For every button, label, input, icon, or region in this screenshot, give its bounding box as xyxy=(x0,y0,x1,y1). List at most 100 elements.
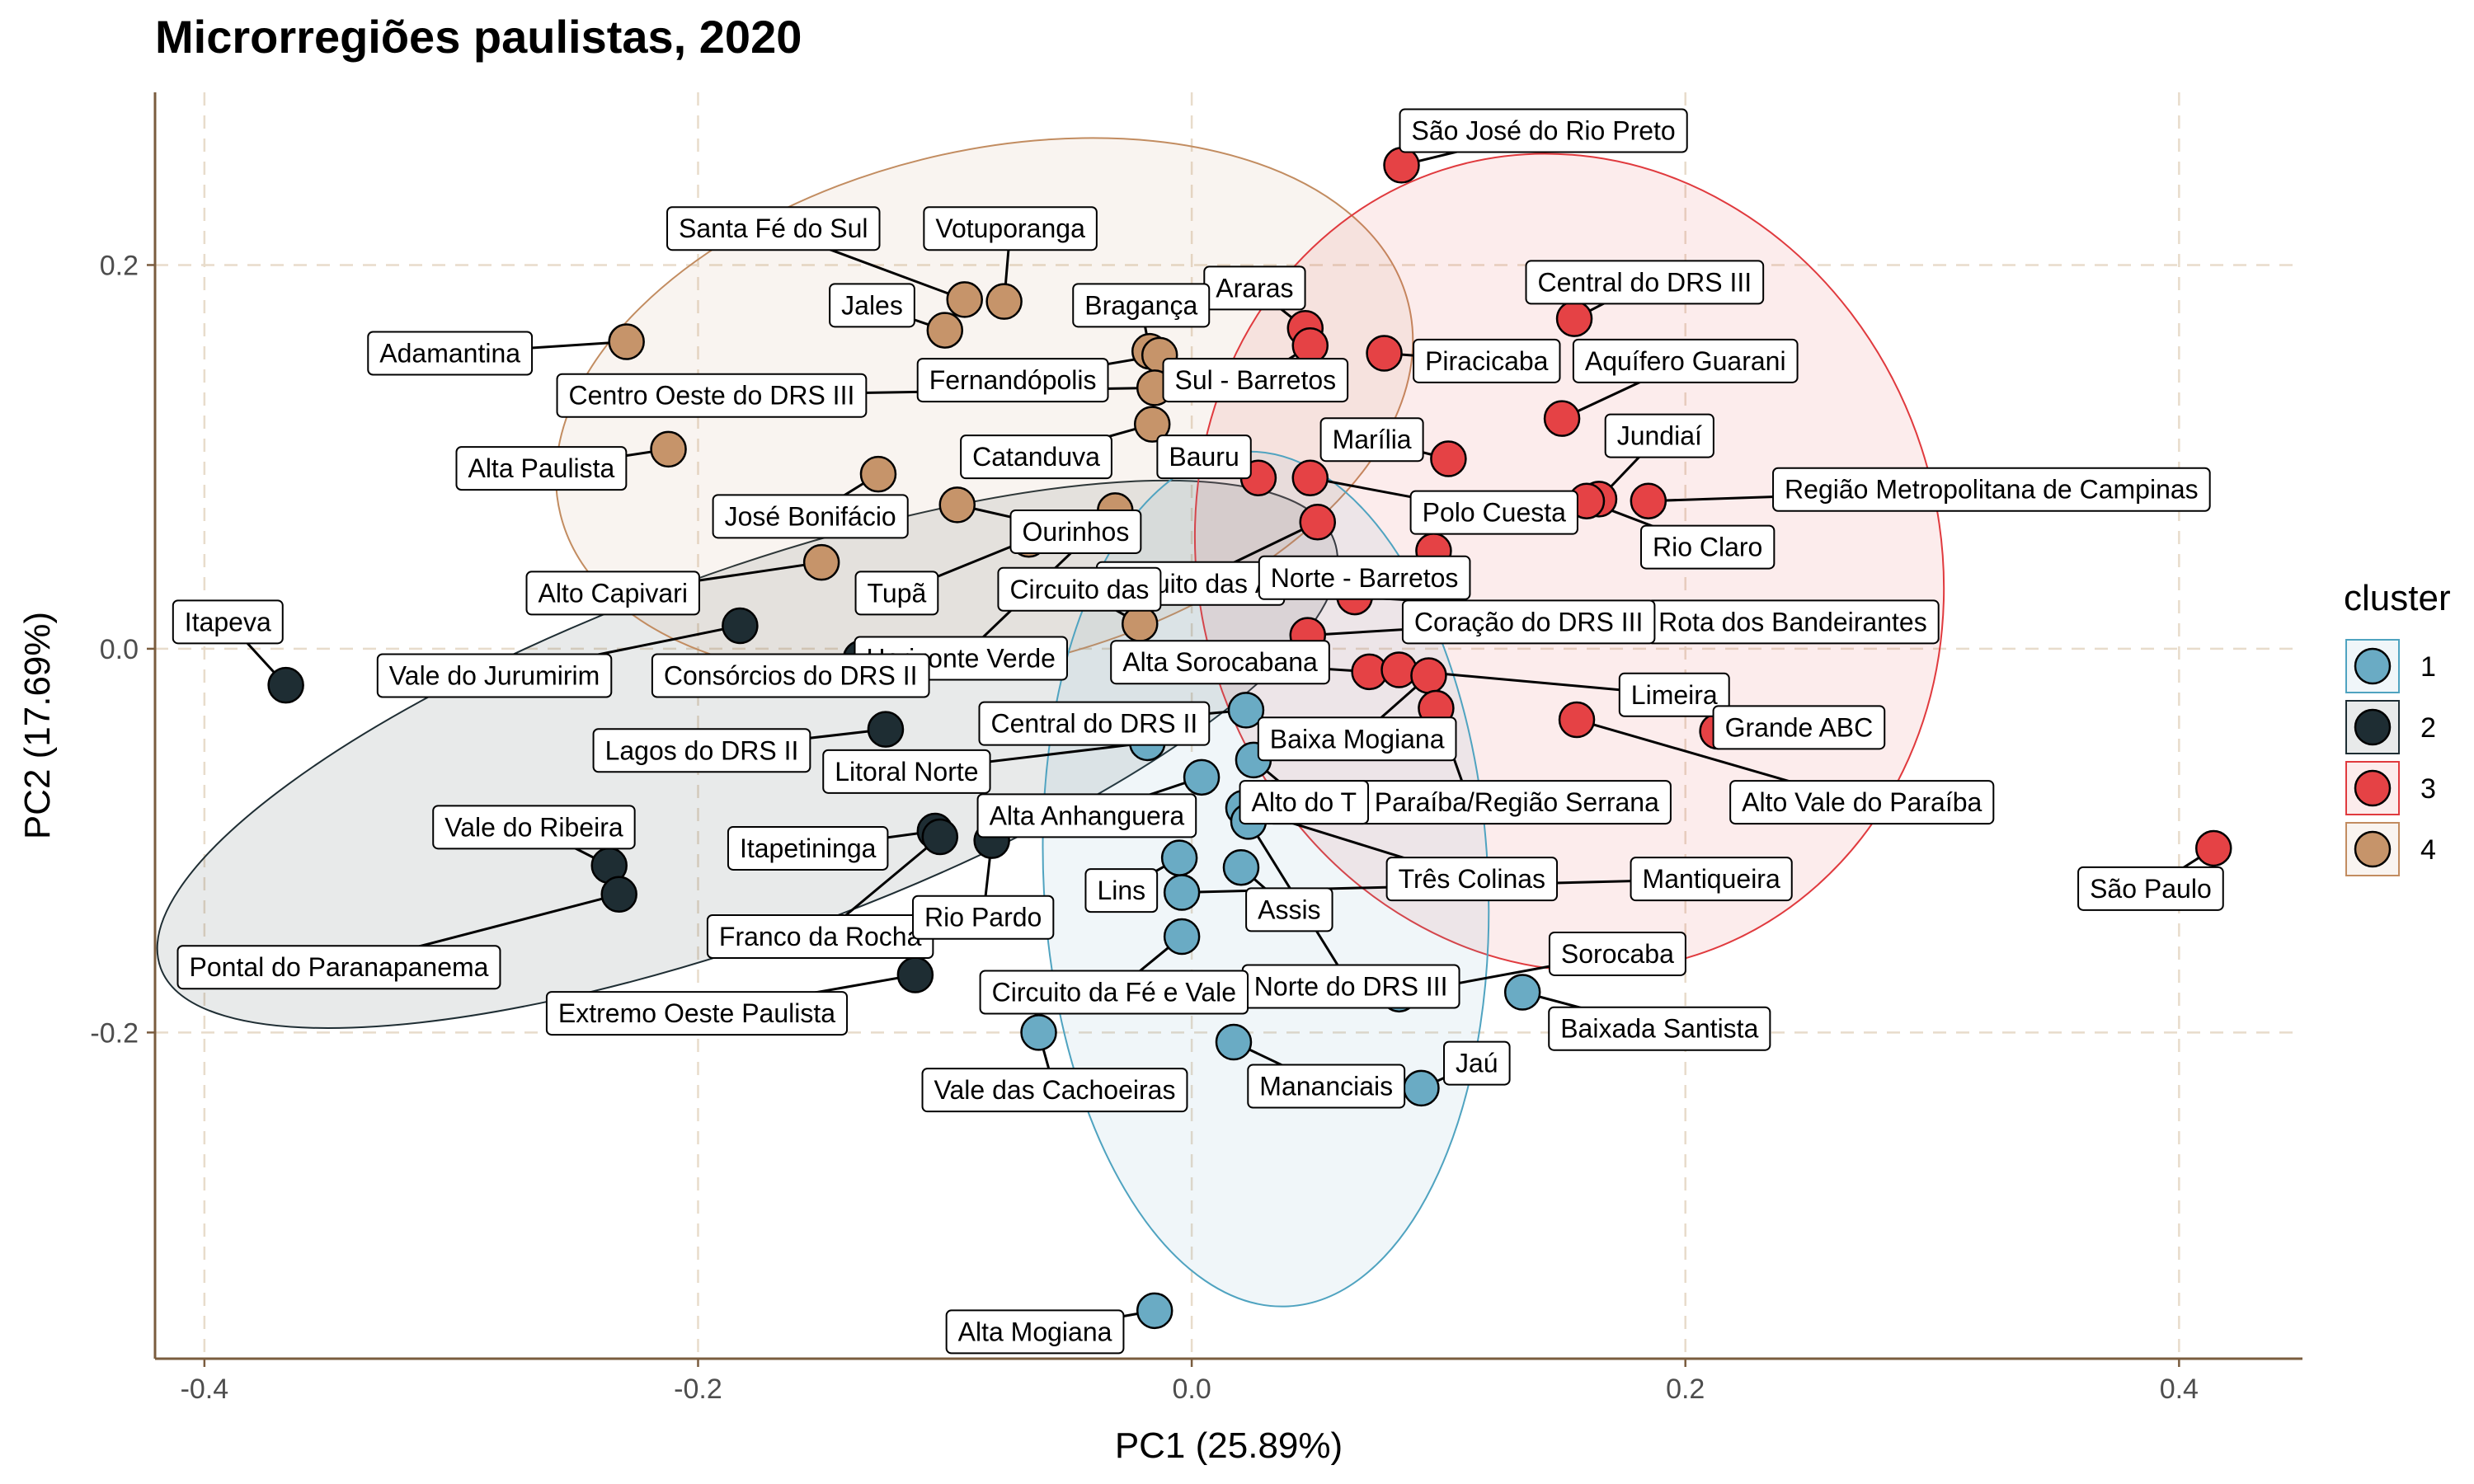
point-label-text: Limeira xyxy=(1631,680,1718,710)
point-label: Mantiqueira xyxy=(1630,857,1793,902)
data-point xyxy=(1380,651,1418,688)
legend: cluster 1 2 3 4 xyxy=(2344,578,2451,876)
point-label-box xyxy=(1772,467,2211,512)
point-label-box xyxy=(1729,780,1995,825)
data-point xyxy=(1430,440,1467,477)
data-point xyxy=(938,486,976,524)
point-label: Consórcios do DRS II xyxy=(651,653,930,698)
data-point xyxy=(1299,504,1337,541)
point-label: Fernandópolis xyxy=(916,358,1109,403)
point-label-text: Lins xyxy=(1097,876,1145,905)
point-label-text: Grande ABC xyxy=(1725,712,1874,742)
point-label-text: Alto do T xyxy=(1252,787,1357,817)
point-label: Jales xyxy=(829,283,915,328)
point-label-text: Votuporanga xyxy=(935,214,1085,243)
point-label-box xyxy=(916,358,1109,403)
point-label: Alta Sorocabana xyxy=(1110,640,1330,685)
point-label-text: Sul - Barretos xyxy=(1175,365,1337,395)
x-axis-title: PC1 (25.89%) xyxy=(1115,1425,1343,1466)
data-point xyxy=(1160,839,1198,876)
point-label: Vale do Ribeira xyxy=(432,805,636,850)
point-label-box xyxy=(829,283,915,328)
point-label-box xyxy=(1385,857,1559,902)
axis-ticks: -0.4 -0.2 0.0 0.2 0.4 -0.2 0.0 0.2 xyxy=(90,250,2199,1405)
point-label-box xyxy=(432,805,636,850)
data-point xyxy=(1383,147,1420,184)
point-label: Alta Paulista xyxy=(455,446,628,491)
point-label-text: Extremo Oeste Paulista xyxy=(558,998,835,1028)
point-label-box xyxy=(1009,509,1142,554)
point-label-box xyxy=(1245,887,1333,932)
point-label: Pontal do Paranapanema xyxy=(176,945,501,990)
point-label: Piracicaba xyxy=(1413,338,1561,383)
point-label: Rio Pardo xyxy=(912,895,1055,940)
point-label-box xyxy=(712,494,909,539)
point-label: Aquífero Guarani xyxy=(1572,338,1799,383)
legend-swatch xyxy=(2354,647,2392,685)
point-label: Alto do T xyxy=(1239,780,1370,825)
data-point xyxy=(650,430,687,468)
point-label: Rio Claro xyxy=(1639,524,1776,570)
legend-label: 4 xyxy=(2420,834,2436,866)
point-label-text: Norte - Barretos xyxy=(1271,563,1459,593)
point-label-box xyxy=(1239,780,1370,825)
point-label-box xyxy=(1401,599,1656,645)
point-label: Itapeva xyxy=(172,599,284,645)
point-label-box xyxy=(525,571,700,616)
data-point xyxy=(1183,758,1221,796)
point-label-text: Três Colinas xyxy=(1399,864,1545,894)
point-label-text: Vale do Ribeira xyxy=(444,812,623,842)
point-label-text: Bauru xyxy=(1169,442,1239,472)
x-tick-label: 0.0 xyxy=(1172,1374,1211,1405)
point-label-box xyxy=(945,1309,1125,1355)
point-label-text: Região Metropolitana de Campinas xyxy=(1785,475,2199,505)
point-label-box xyxy=(376,653,613,698)
point-label-box xyxy=(976,793,1197,838)
point-label: Grande ABC xyxy=(1712,705,1886,750)
point-labels: São José do Rio Preto Central do DRS III A… xyxy=(172,108,2224,1355)
point-label-box xyxy=(176,945,501,990)
point-label-box xyxy=(997,566,1162,612)
data-point xyxy=(1403,1069,1440,1107)
data-point xyxy=(1227,692,1265,729)
point-label-box xyxy=(666,206,881,251)
point-label-text: Alta Mogiana xyxy=(958,1317,1112,1346)
point-label: Vale do Jurumirim xyxy=(376,653,613,698)
legend-swatch xyxy=(2354,769,2392,807)
point-label-box xyxy=(1604,413,1714,458)
point-label-box xyxy=(1413,338,1561,383)
point-label: São José do Rio Preto xyxy=(1399,108,1688,153)
point-label-text: Adamantina xyxy=(379,339,520,369)
point-label: Região Metropolitana de Campinas xyxy=(1772,467,2211,512)
point-label-box xyxy=(1072,283,1211,328)
point-label: Sul - Barretos xyxy=(1162,358,1349,403)
point-label-box xyxy=(912,895,1055,940)
point-label-text: Baixada Santista xyxy=(1560,1014,1758,1044)
point-label: Lagos do DRS II xyxy=(592,728,811,773)
data-point xyxy=(267,666,304,704)
point-label: Lins xyxy=(1084,868,1159,913)
point-label: Litoral Norte xyxy=(822,749,991,794)
point-label-text: Bragança xyxy=(1084,290,1197,320)
point-label-text: Circuito da Fé e Vale xyxy=(992,977,1236,1007)
data-point xyxy=(1121,605,1159,642)
point-label-text: Jaú xyxy=(1456,1049,1498,1078)
y-tick-label: 0.2 xyxy=(100,250,139,281)
y-tick-label: 0.0 xyxy=(100,634,139,665)
point-label-text: Itapetininga xyxy=(740,834,877,863)
point-label-text: Coração do DRS III xyxy=(1414,607,1643,636)
point-label-box xyxy=(1258,555,1471,600)
legend-label: 2 xyxy=(2420,712,2436,744)
point-label-text: Baixa Mogiana xyxy=(1270,724,1445,754)
point-label: Votuporanga xyxy=(923,206,1098,251)
point-label-text: Rota dos Bandeirantes xyxy=(1658,607,1927,636)
point-label-text: Sorocaba xyxy=(1561,939,1674,969)
point-label: José Bonifácio xyxy=(712,494,909,539)
point-label-box xyxy=(1399,108,1688,153)
point-label-text: Franco da Rocha xyxy=(719,922,922,951)
legend-label: 1 xyxy=(2420,651,2436,683)
point-label-text: Rio Pardo xyxy=(924,903,1042,932)
data-point xyxy=(722,607,759,645)
point-label-box xyxy=(455,446,628,491)
